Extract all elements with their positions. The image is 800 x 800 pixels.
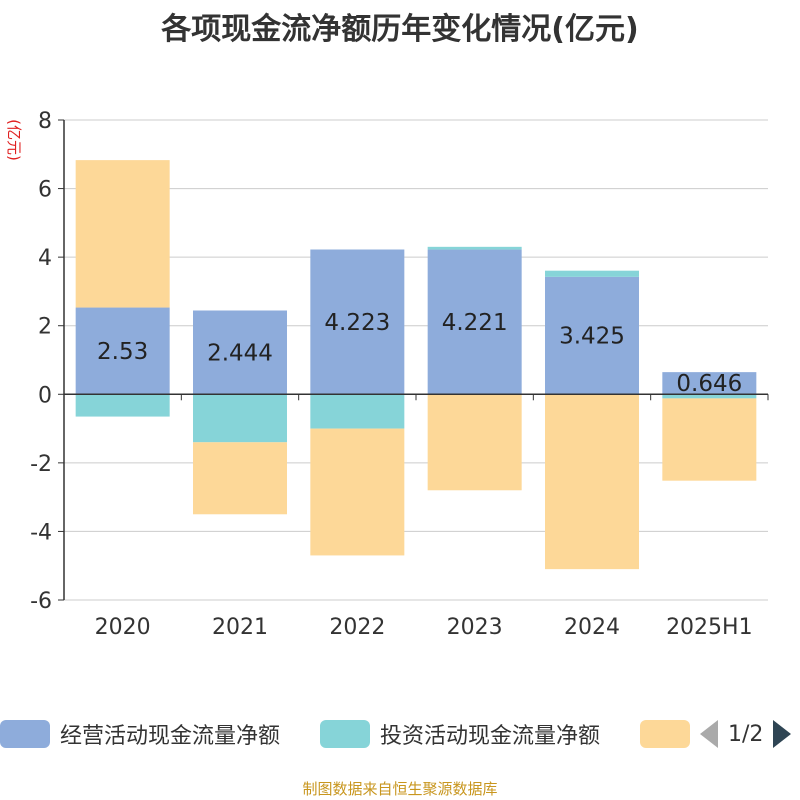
legend-item-operating[interactable]: 经营活动现金流量净额 [0, 714, 280, 754]
legend-pager: 1/2 [700, 714, 792, 754]
x-tick-label: 2025H1 [666, 615, 753, 640]
y-tick-label: 6 [38, 178, 52, 203]
bar-series1-2023 [427, 249, 522, 395]
legend-item-investing[interactable]: 投资活动现金流量净额 [320, 714, 600, 754]
y-tick-label: 0 [38, 383, 52, 408]
bar-series3-2025H1 [662, 398, 757, 481]
pager-prev-icon[interactable] [700, 720, 718, 748]
bar-series2-2021 [193, 394, 287, 443]
data-label: 3.425 [559, 324, 625, 350]
y-tick-label: 2 [38, 315, 52, 340]
bar-series3-2020 [75, 160, 170, 308]
legend-swatch-operating [0, 720, 50, 748]
y-tick-label: -6 [30, 589, 52, 614]
bar-series2-2022 [310, 394, 405, 429]
data-label: 4.221 [442, 310, 508, 336]
legend: 经营活动现金流量净额 投资活动现金流量净额 1/2 [0, 714, 800, 754]
x-tick-label: 2021 [212, 615, 268, 640]
y-tick-label: -4 [30, 520, 52, 545]
chart-title: 各项现金流净额历年变化情况(亿元) [161, 12, 639, 47]
legend-swatch-investing [320, 720, 370, 748]
y-axis-label: (亿元) [5, 119, 23, 161]
bar-series3-2021 [193, 442, 287, 515]
bar-series1-2025H1 [662, 372, 757, 395]
x-tick-label: 2024 [564, 615, 620, 640]
bar-series2-2024 [545, 270, 639, 277]
x-tick-label: 2020 [95, 615, 151, 640]
legend-item-financing[interactable] [640, 714, 700, 754]
bar-series3-2023 [427, 394, 522, 491]
bar-series1-2022 [310, 249, 405, 395]
y-tick-label: 8 [38, 109, 52, 134]
bar-series1-2020 [75, 307, 170, 395]
bar-series3-2024 [545, 394, 639, 570]
legend-label-operating: 经营活动现金流量净额 [60, 724, 281, 749]
chart-canvas: -6 -4 -2 0 2 4 6 8 (亿元) 2.53 2.444 4.223 4.221 3.425 0… [5, 109, 769, 640]
pager-page-text: 1/2 [728, 721, 764, 747]
bar-series2-2020 [75, 394, 170, 417]
legend-label-investing: 投资活动现金流量净额 [380, 724, 601, 749]
bar-series2-2025H1 [662, 394, 757, 399]
data-label: 4.223 [324, 310, 390, 336]
y-tick-label: -2 [30, 452, 52, 477]
bar-series3-2022 [310, 428, 405, 556]
data-label: 0.646 [676, 371, 742, 397]
data-label: 2.444 [207, 340, 273, 366]
y-tick-label: 4 [38, 246, 52, 271]
source-note: 制图数据来自恒生聚源数据库 [302, 780, 498, 798]
x-tick-label: 2022 [329, 615, 385, 640]
bar-series1-2021 [193, 310, 287, 395]
x-tick-label: 2023 [447, 615, 503, 640]
legend-swatch-financing [640, 720, 690, 748]
pager-next-icon[interactable] [773, 720, 792, 748]
bar-series2-2023 [427, 246, 522, 250]
bar-series1-2024 [545, 276, 639, 395]
data-label: 2.53 [97, 339, 148, 365]
